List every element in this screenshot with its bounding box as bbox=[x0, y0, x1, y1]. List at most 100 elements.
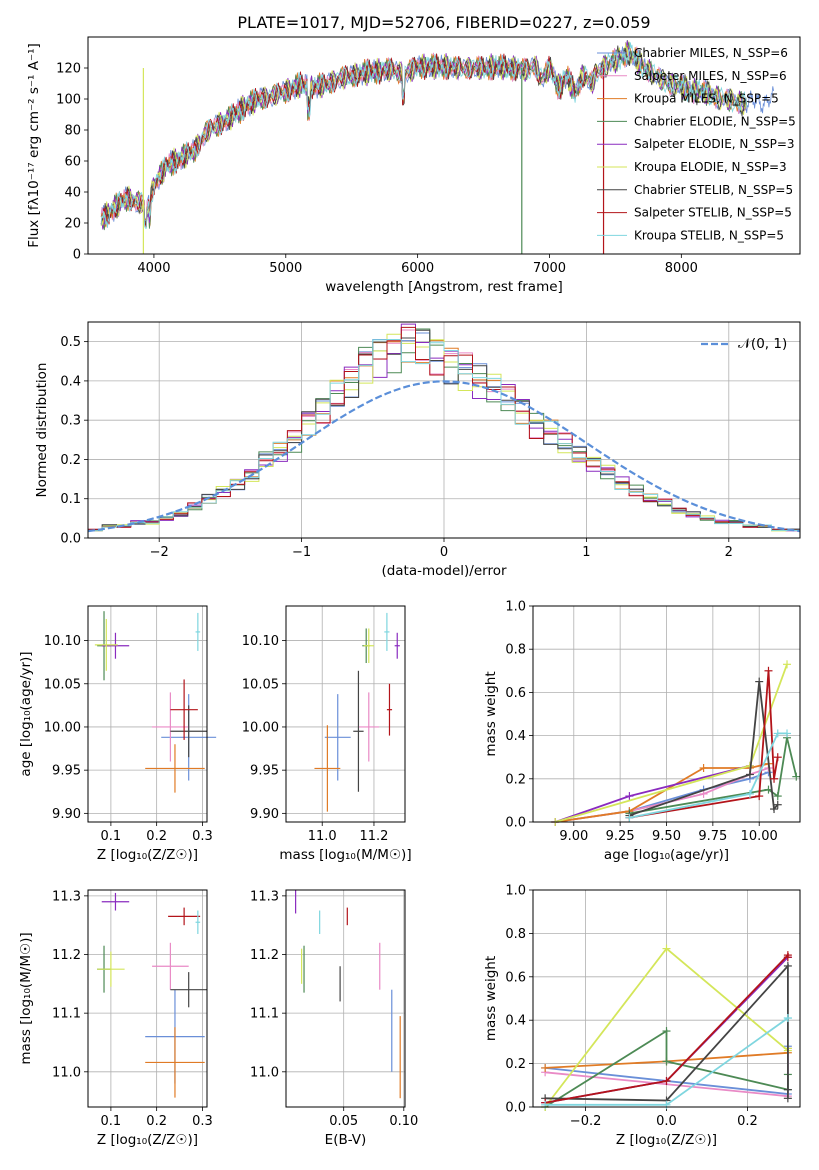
x-tick-label: 9.25 bbox=[606, 829, 635, 844]
x-axis-label: E(B-V) bbox=[325, 1132, 367, 1148]
x-axis-label: (data-model)/error bbox=[381, 563, 507, 579]
axes-frame bbox=[532, 605, 801, 823]
y-tick-label: 10.10 bbox=[44, 634, 81, 649]
x-tick-label: −2 bbox=[150, 545, 169, 560]
x-tick-label: 0.3 bbox=[192, 829, 213, 844]
axes-frame bbox=[87, 321, 801, 539]
axes-frame bbox=[87, 605, 208, 823]
legend-entry-0: Chabrier MILES, N_SSP=6 bbox=[634, 46, 788, 60]
legend-entry-1: Salpeter MILES, N_SSP=6 bbox=[634, 69, 787, 83]
x-tick-label: 0.1 bbox=[101, 1114, 122, 1129]
legend-entry-7: Salpeter STELIB, N_SSP=5 bbox=[634, 206, 792, 220]
y-tick-label: 0.5 bbox=[60, 335, 81, 350]
y-tick-label: 1.0 bbox=[505, 884, 526, 899]
residual-histogram-8 bbox=[87, 339, 800, 538]
y-tick-label: 11.3 bbox=[52, 889, 81, 904]
y-tick-label: 120 bbox=[56, 62, 81, 77]
x-tick-label: 0.2 bbox=[146, 1114, 167, 1129]
chart-title: PLATE=1017, MJD=52706, FIBERID=0227, z=0… bbox=[237, 13, 650, 32]
x-tick-label: 0.1 bbox=[101, 829, 122, 844]
y-tick-label: 10.05 bbox=[44, 677, 81, 692]
x-tick-label: 0 bbox=[440, 545, 448, 560]
y-tick-label: 0.4 bbox=[60, 374, 81, 389]
x-axis-label: Z [log₁₀(Z/Z☉)] bbox=[97, 847, 198, 863]
x-tick-label: 0.10 bbox=[389, 1114, 418, 1129]
y-tick-label: 100 bbox=[56, 93, 81, 108]
normal-curve bbox=[87, 380, 801, 533]
y-tick-label: 11.1 bbox=[52, 1007, 81, 1022]
x-tick-label: 9.00 bbox=[559, 829, 588, 844]
x-tick-label: 10.00 bbox=[741, 829, 778, 844]
y-tick-label: 11.2 bbox=[250, 948, 279, 963]
y-tick-label: 0.6 bbox=[505, 970, 526, 985]
legend-entry-6: Chabrier STELIB, N_SSP=5 bbox=[634, 183, 793, 197]
y-axis-label: mass weight bbox=[483, 956, 499, 1041]
axes-frame bbox=[532, 889, 801, 1108]
x-tick-label: 1 bbox=[582, 545, 590, 560]
axes-frame bbox=[87, 36, 801, 255]
x-tick-label: 11.2 bbox=[359, 829, 388, 844]
spectrum-line-5 bbox=[100, 42, 748, 228]
y-tick-label: 80 bbox=[64, 124, 81, 139]
y-axis-label: Flux [fλ10⁻¹⁷ erg cm⁻² s⁻¹ A⁻¹] bbox=[26, 43, 42, 248]
x-axis-label: Z [log₁₀(Z/Z☉)] bbox=[616, 1132, 717, 1148]
x-axis-label: mass [log₁₀(M/M☉)] bbox=[279, 847, 411, 863]
legend-entry-2: Kroupa MILES, N_SSP=5 bbox=[634, 92, 779, 106]
legend-entry-3: Chabrier ELODIE, N_SSP=5 bbox=[634, 114, 796, 128]
y-tick-label: 0.0 bbox=[505, 1101, 526, 1116]
y-tick-label: 11.3 bbox=[250, 889, 279, 904]
massweight-line-8 bbox=[629, 732, 787, 819]
spectrum-line-8 bbox=[100, 42, 748, 229]
y-tick-label: 0.0 bbox=[505, 816, 526, 831]
y-tick-label: 0.8 bbox=[505, 643, 526, 658]
x-tick-label: 0.0 bbox=[656, 1114, 677, 1129]
axes-frame bbox=[87, 889, 208, 1108]
x-tick-label: 5000 bbox=[269, 261, 302, 276]
y-tick-label: 0.4 bbox=[505, 729, 526, 744]
axes-frame bbox=[285, 605, 406, 823]
x-tick-label: 4000 bbox=[137, 261, 170, 276]
y-tick-label: 10.00 bbox=[242, 720, 279, 735]
y-tick-label: 0.6 bbox=[505, 686, 526, 701]
y-tick-label: 40 bbox=[64, 186, 81, 201]
y-tick-label: 0.3 bbox=[60, 414, 81, 429]
y-axis-label: mass [log₁₀(M/M☉)] bbox=[18, 932, 34, 1064]
y-tick-label: 10.05 bbox=[242, 677, 279, 692]
y-tick-label: 0.0 bbox=[60, 532, 81, 547]
x-tick-label: −0.2 bbox=[570, 1114, 602, 1129]
y-tick-label: 9.95 bbox=[52, 764, 81, 779]
y-tick-label: 0 bbox=[73, 248, 81, 263]
y-axis-label: mass weight bbox=[483, 671, 499, 756]
legend-entry-8: Kroupa STELIB, N_SSP=5 bbox=[634, 228, 784, 242]
y-tick-label: 9.95 bbox=[250, 764, 279, 779]
x-tick-label: 6000 bbox=[401, 261, 434, 276]
y-tick-label: 10.00 bbox=[44, 720, 81, 735]
x-tick-label: 11.0 bbox=[308, 829, 337, 844]
y-tick-label: 60 bbox=[64, 155, 81, 170]
legend-entry-normal: 𝒩(0, 1) bbox=[738, 336, 787, 352]
y-tick-label: 0.2 bbox=[505, 1057, 526, 1072]
x-tick-label: 8000 bbox=[665, 261, 698, 276]
x-tick-label: 0.05 bbox=[329, 1114, 358, 1129]
x-tick-label: −1 bbox=[292, 545, 311, 560]
y-tick-label: 20 bbox=[64, 217, 81, 232]
y-tick-label: 11.0 bbox=[250, 1065, 279, 1080]
y-tick-label: 11.0 bbox=[52, 1065, 81, 1080]
legend-entry-5: Kroupa ELODIE, N_SSP=3 bbox=[634, 160, 787, 174]
y-tick-label: 0.1 bbox=[60, 492, 81, 507]
x-axis-label: Z [log₁₀(Z/Z☉)] bbox=[97, 1132, 198, 1148]
x-tick-label: 7000 bbox=[533, 261, 566, 276]
y-axis-label: age [log₁₀(age/yr)] bbox=[18, 651, 34, 776]
x-tick-label: 9.75 bbox=[698, 829, 727, 844]
y-tick-label: 9.90 bbox=[250, 807, 279, 822]
y-tick-label: 1.0 bbox=[505, 600, 526, 615]
x-axis-label: wavelength [Angstrom, rest frame] bbox=[325, 279, 563, 295]
legend-entry-4: Salpeter ELODIE, N_SSP=3 bbox=[634, 137, 795, 151]
x-tick-label: 0.3 bbox=[192, 1114, 213, 1129]
y-tick-label: 11.1 bbox=[250, 1007, 279, 1022]
x-tick-label: 0.2 bbox=[737, 1114, 758, 1129]
x-tick-label: 2 bbox=[725, 545, 733, 560]
axes-frame bbox=[285, 889, 406, 1108]
y-tick-label: 0.2 bbox=[60, 453, 81, 468]
x-tick-label: 0.2 bbox=[146, 829, 167, 844]
